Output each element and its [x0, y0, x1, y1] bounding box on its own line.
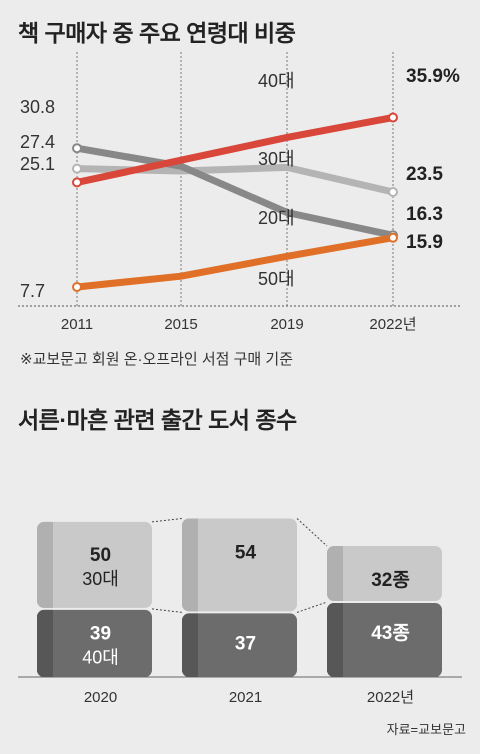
chart-note: ※교보문고 회원 온·오프라인 서점 구매 기준	[20, 351, 294, 368]
bar-value-label: 39	[90, 624, 111, 645]
bar-segment-40대	[327, 603, 442, 677]
bar-value-label: 37	[235, 633, 256, 654]
bar-category-label: 2021	[229, 689, 262, 706]
data-point-40대	[388, 112, 398, 123]
bar-segment-tag: 30대	[82, 569, 119, 589]
x-tick-label: 2022년	[369, 316, 416, 333]
end-value-label: 23.5	[406, 164, 443, 185]
bar-value-label: 50	[90, 545, 111, 566]
bar-value-label: 54	[235, 543, 257, 564]
data-point-40대	[72, 177, 82, 188]
x-tick-label: 2011	[61, 316, 93, 333]
data-point-30대	[388, 187, 398, 197]
bar-category-label: 2020	[84, 689, 117, 706]
line-chart-title: 책 구매자 중 주요 연령대 비중	[18, 20, 296, 46]
source-label: 자료=교보문고	[386, 722, 466, 737]
bar-side-30대	[47, 521, 53, 608]
bar-connector	[296, 601, 328, 613]
bar-segment-30대	[327, 546, 442, 601]
data-point-20대	[72, 143, 82, 154]
bar-segment-40대	[182, 613, 297, 677]
data-point-50대	[388, 232, 398, 243]
series-name-label: 50대	[258, 269, 295, 289]
start-value-label: 25.1	[20, 154, 55, 174]
bar-segment-40대	[37, 609, 152, 677]
bar-side-40대	[47, 609, 53, 677]
bar-segment-tag: 40대	[82, 648, 119, 668]
bar-side-30대	[337, 546, 343, 601]
bar-value-label: 32종	[371, 570, 410, 591]
bar-side-40대	[192, 613, 198, 677]
end-value-label: 16.3	[406, 204, 443, 225]
bar-chart-title: 서른·마흔 관련 출간 도서 종수	[18, 407, 297, 433]
series-line-50대	[73, 234, 397, 291]
series-line-20대	[73, 144, 397, 239]
x-tick-label: 2019	[270, 316, 303, 333]
end-value-label: 35.9%	[406, 66, 460, 87]
start-value-label: 7.7	[20, 281, 45, 301]
bar-segment-30대	[182, 518, 297, 612]
series-name-label: 40대	[258, 71, 295, 91]
bar-connector	[151, 518, 183, 523]
bar-value-label: 43종	[371, 623, 410, 644]
bar-side-40대	[337, 603, 343, 677]
bar-category-label: 2022년	[367, 689, 414, 706]
end-value-label: 15.9	[406, 232, 443, 253]
bar-connector	[296, 518, 328, 547]
series-name-label: 30대	[258, 149, 295, 169]
start-value-label: 27.4	[20, 132, 55, 152]
x-tick-label: 2015	[164, 316, 197, 333]
bar-side-30대	[192, 518, 198, 612]
start-value-label: 30.8	[20, 97, 55, 117]
series-name-label: 20대	[258, 208, 295, 228]
data-point-30대	[72, 163, 82, 174]
data-point-50대	[72, 282, 82, 292]
bar-segment-30대	[37, 521, 152, 608]
bar-connector	[151, 608, 183, 613]
series-line-40대	[73, 114, 397, 186]
